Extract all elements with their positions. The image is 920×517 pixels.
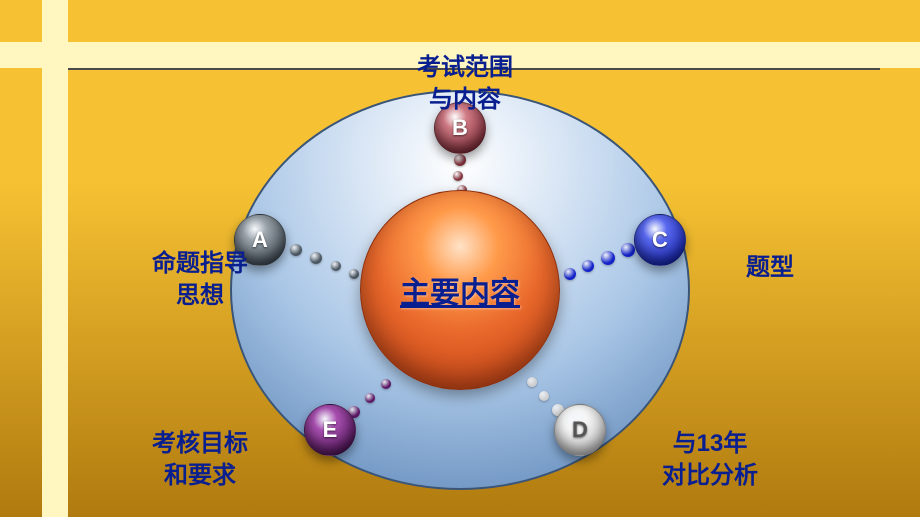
trail-dot (349, 269, 359, 279)
trail-dot (331, 261, 341, 271)
trail-dot (453, 171, 463, 181)
trail-dot (564, 268, 576, 280)
center-title: 主要内容 (400, 268, 520, 312)
node-label-D: 与13年对比分析 (640, 428, 780, 493)
node-letter: E (323, 417, 338, 443)
trail-dot (381, 379, 391, 389)
node-label-C: 题型 (720, 252, 820, 284)
trail-dot (582, 260, 594, 272)
node-D[interactable]: D (554, 404, 606, 456)
slide-root: 主要内容 ABCDE 命题指导思想考试范围与内容题型与13年对比分析考核目标和要… (0, 0, 920, 517)
trail-dot (539, 391, 549, 401)
node-C[interactable]: C (634, 214, 686, 266)
node-E[interactable]: E (304, 404, 356, 456)
trail-dot (454, 154, 466, 166)
center-ball: 主要内容 (360, 190, 560, 390)
trail-dot (310, 252, 322, 264)
node-label-B: 考试范围与内容 (400, 52, 530, 117)
node-letter: C (652, 227, 668, 253)
node-letter: D (572, 417, 588, 443)
trail-dot (601, 251, 615, 265)
node-label-E: 考核目标和要求 (130, 428, 270, 493)
trail-dot (365, 393, 375, 403)
trail-dot (290, 244, 302, 256)
node-letter: B (452, 115, 468, 141)
trail-dot (527, 377, 537, 387)
node-label-A: 命题指导思想 (140, 248, 260, 313)
deco-cross-vertical (42, 0, 68, 517)
trail-dot (621, 243, 635, 257)
